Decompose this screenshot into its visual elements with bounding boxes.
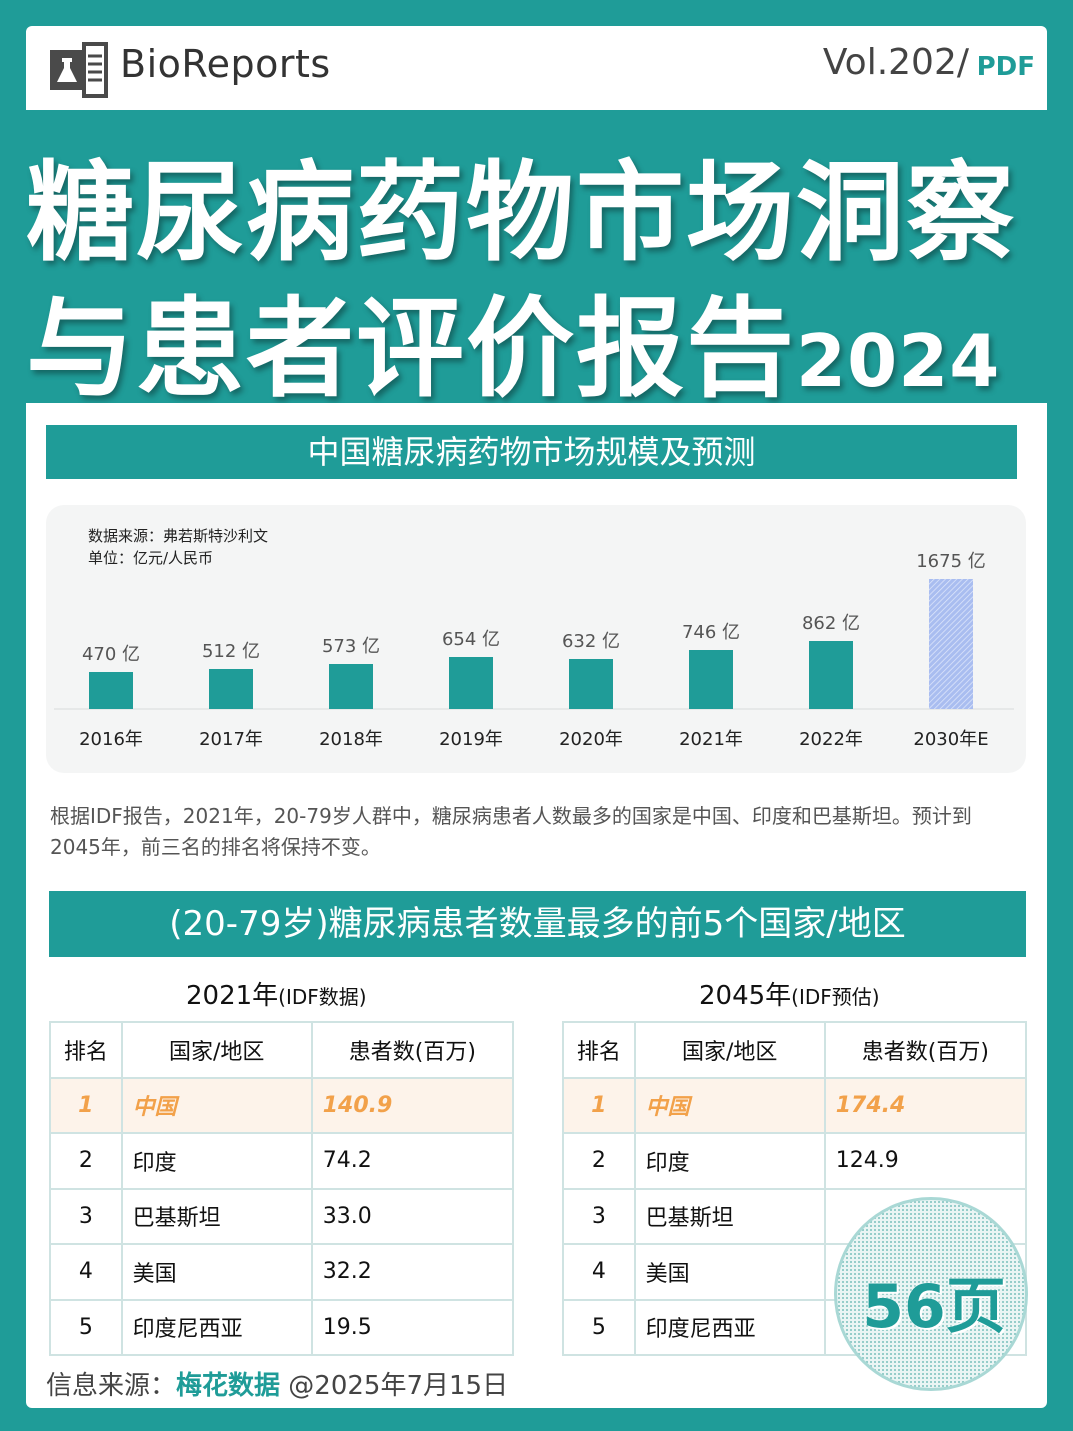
country-cell: 美国	[633, 1243, 826, 1301]
country-cell: 美国	[120, 1243, 313, 1301]
rank-cell: 5	[49, 1298, 123, 1356]
table-row: 2 印度 74.2	[49, 1132, 515, 1190]
x-tick-label: 2016年	[79, 729, 143, 750]
table-2045-note: (IDF预估)	[791, 985, 880, 1009]
x-tick-label: 2020年	[559, 729, 623, 750]
brand-name: BioReports	[120, 42, 331, 86]
country-cell: 中国	[633, 1076, 826, 1134]
table-row: 1 中国 174.4	[562, 1076, 1028, 1134]
table-header-row: 排名 国家/地区 患者数(百万)	[49, 1021, 515, 1079]
rank-cell: 5	[562, 1298, 636, 1356]
col-header-country: 国家/地区	[633, 1021, 826, 1079]
table-header-row: 排名 国家/地区 患者数(百万)	[562, 1021, 1028, 1079]
chart-bar	[569, 659, 613, 709]
x-tick-label: 2021年	[679, 729, 743, 750]
bar-value-label: 512 亿	[202, 641, 260, 662]
table-2045-title: 2045年(IDF预估)	[699, 975, 880, 1012]
report-title-line1: 糖尿病药物市场洞察	[26, 151, 1017, 276]
rank-cell: 3	[49, 1187, 123, 1245]
x-tick-label: 2019年	[439, 729, 503, 750]
chart-bar-forecast	[929, 579, 973, 709]
rank-cell: 4	[49, 1243, 123, 1301]
col-header-country: 国家/地区	[120, 1021, 313, 1079]
report-title-year: 2024	[796, 319, 1001, 403]
chart-bar	[449, 657, 493, 709]
country-cell: 印度尼西亚	[633, 1298, 826, 1356]
source-date: @2025年7月15日	[280, 1371, 509, 1401]
table-2045: 排名 国家/地区 患者数(百万) 1 中国 174.4 2 印度 124.9 3…	[562, 1021, 1028, 1356]
chart-data-source: 数据来源：弗若斯特沙利文	[88, 527, 269, 545]
patients-cell: 32.2	[310, 1243, 515, 1301]
col-header-patients: 患者数(百万)	[310, 1021, 515, 1079]
patients-cell: 140.9	[310, 1076, 515, 1134]
footer-source: 信息来源：梅花数据 @2025年7月15日	[46, 1365, 508, 1402]
chart-bar	[809, 641, 853, 709]
patients-cell: 74.2	[310, 1132, 515, 1190]
x-tick-label: 2017年	[199, 729, 263, 750]
col-header-rank: 排名	[562, 1021, 636, 1079]
chart-bar	[689, 650, 733, 709]
bar-value-label: 632 亿	[562, 631, 620, 652]
section-heading-market-size: 中国糖尿病药物市场规模及预测	[46, 425, 1017, 479]
country-cell: 印度	[120, 1132, 313, 1190]
patients-cell: 33.0	[310, 1187, 515, 1245]
bar-value-label: 654 亿	[442, 629, 500, 650]
x-tick-label: 2030年E	[913, 729, 988, 750]
page-count-text: 56页	[862, 1272, 1006, 1342]
report-title-text: 与患者评价报告	[26, 287, 797, 412]
table-row: 5 印度尼西亚 19.5	[49, 1298, 515, 1356]
report-title-line2: 与患者评价报告2024	[26, 262, 1000, 418]
table-row: 3 巴基斯坦 33.0	[49, 1187, 515, 1245]
country-cell: 巴基斯坦	[120, 1187, 313, 1245]
x-tick-label: 2018年	[319, 729, 383, 750]
country-cell: 印度尼西亚	[120, 1298, 313, 1356]
rank-cell: 1	[562, 1076, 636, 1134]
rank-cell: 2	[562, 1132, 636, 1190]
volume-number: Vol.202/	[822, 42, 969, 83]
table-row: 1 中国 140.9	[49, 1076, 515, 1134]
lab-flask-icon	[50, 42, 108, 98]
table-2045-year: 2045年	[699, 981, 792, 1011]
source-label: 信息来源：	[46, 1371, 177, 1401]
table-2021-year: 2021年	[186, 981, 279, 1011]
country-cell: 中国	[120, 1076, 313, 1134]
bar-value-label: 862 亿	[802, 613, 860, 634]
header-bar: BioReports Vol.202/ PDF	[26, 26, 1047, 110]
bar-value-label: 1675 亿	[916, 551, 986, 572]
rank-cell: 3	[562, 1187, 636, 1245]
patients-cell: 174.4	[823, 1076, 1028, 1134]
bar-value-label: 470 亿	[82, 644, 140, 665]
content-panel: 中国糖尿病药物市场规模及预测 数据来源：弗若斯特沙利文 单位：亿元/人民币 47…	[26, 403, 1047, 1408]
section-heading-top5: (20-79岁)糖尿病患者数量最多的前5个国家/地区	[49, 891, 1026, 957]
table-2021: 排名 国家/地区 患者数(百万) 1 中国 140.9 2 印度 74.2 3 …	[49, 1021, 515, 1356]
chart-unit: 单位：亿元/人民币	[88, 549, 214, 567]
patients-cell: 19.5	[310, 1298, 515, 1356]
bar-chart-svg: 470 亿 2016年 512 亿 2017年 573 亿 2018年 654 亿 2019年…	[54, 551, 1014, 750]
country-cell: 巴基斯坦	[633, 1187, 826, 1245]
source-name: 梅花数据	[176, 1371, 281, 1401]
bar-value-label: 746 亿	[682, 622, 740, 643]
table-row: 2 印度 124.9	[562, 1132, 1028, 1190]
chart-bar	[209, 669, 253, 709]
x-tick-label: 2022年	[799, 729, 863, 750]
rank-cell: 1	[49, 1076, 123, 1134]
volume-tag: PDF	[976, 52, 1035, 82]
chart-bar	[329, 664, 373, 709]
summary-paragraph: 根据IDF报告，2021年，20-79岁人群中，糖尿病患者人数最多的国家是中国、…	[50, 804, 972, 859]
market-size-chart: 数据来源：弗若斯特沙利文 单位：亿元/人民币 470 亿 2016年 512 亿 20…	[46, 505, 1026, 773]
rank-cell: 2	[49, 1132, 123, 1190]
rank-cell: 4	[562, 1243, 636, 1301]
patients-cell: 124.9	[823, 1132, 1028, 1190]
col-header-rank: 排名	[49, 1021, 123, 1079]
table-row: 4 美国 32.2	[49, 1243, 515, 1301]
col-header-patients: 患者数(百万)	[823, 1021, 1028, 1079]
country-cell: 印度	[633, 1132, 826, 1190]
table-2021-title: 2021年(IDF数据)	[186, 975, 367, 1012]
bar-value-label: 573 亿	[322, 636, 380, 657]
chart-bar	[89, 672, 133, 709]
table-2021-note: (IDF数据)	[278, 985, 367, 1009]
page-count-badge: 56页	[834, 1197, 1028, 1391]
